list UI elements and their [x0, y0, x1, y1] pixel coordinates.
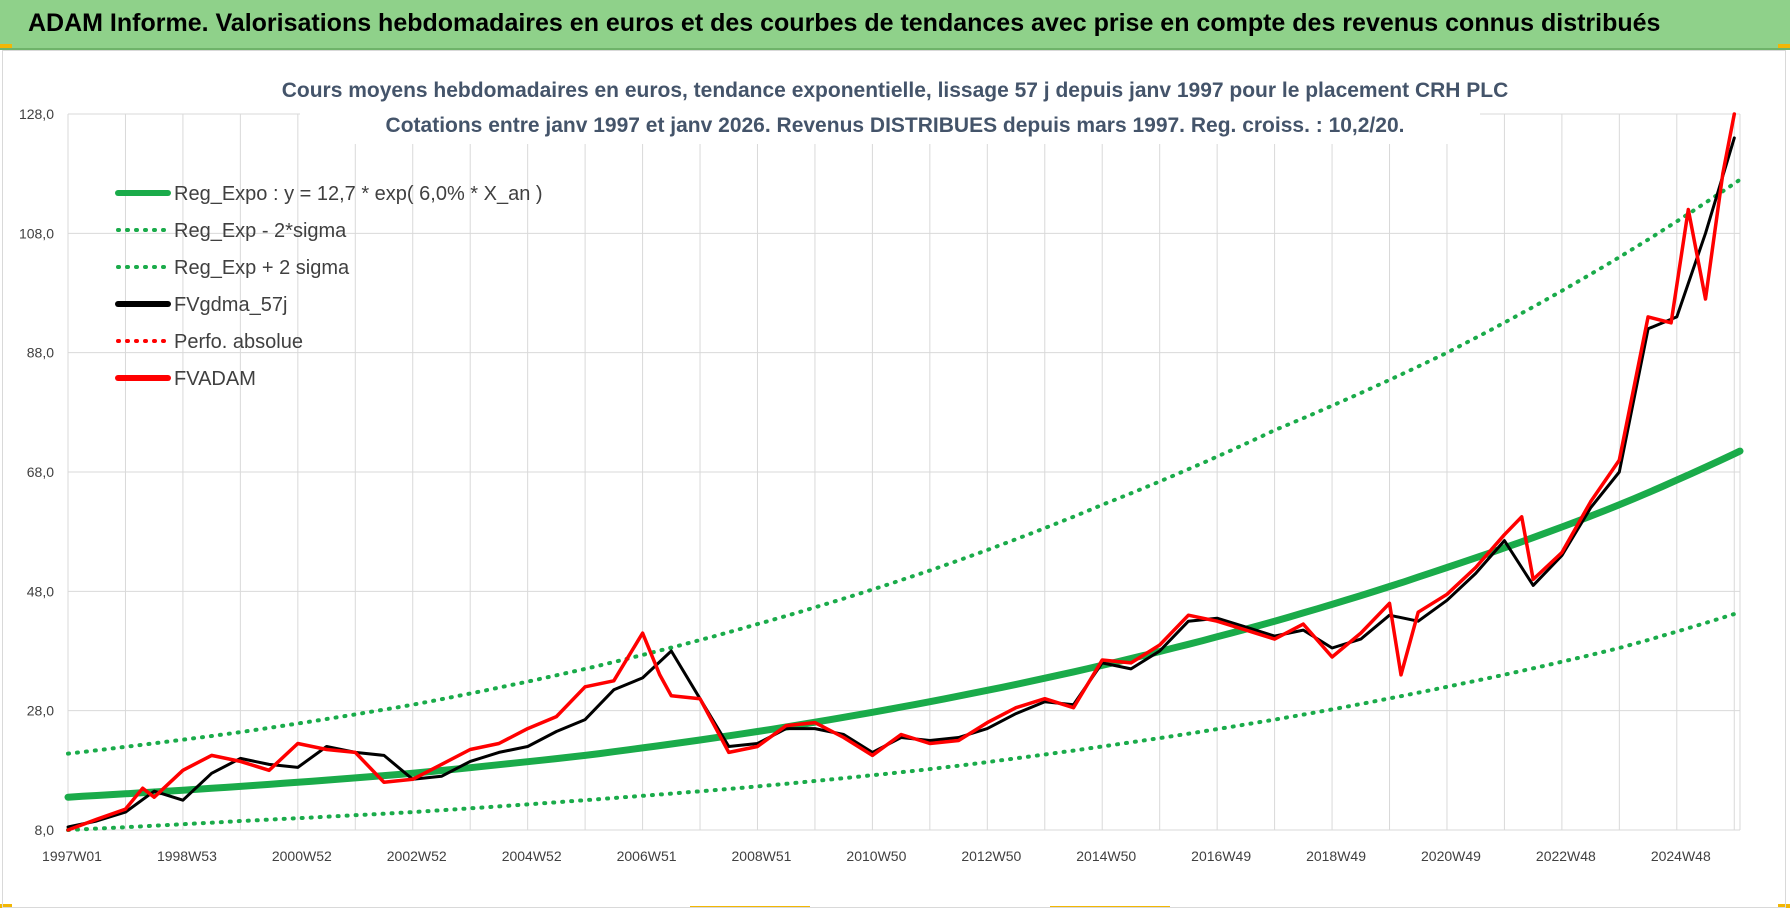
legend-label: Reg_Expo : y = 12,7 * exp( 6,0% * X_an ) — [174, 183, 543, 205]
x-tick-label: 2004W52 — [502, 848, 562, 864]
x-tick-label: 2000W52 — [272, 848, 332, 864]
series-line-dotted-green — [66, 177, 1742, 756]
x-tick-label: 2006W51 — [617, 848, 677, 864]
corner-marker-bottom-left — [0, 904, 12, 908]
y-tick-label: 48,0 — [27, 583, 54, 599]
x-tick-label: 2012W50 — [961, 848, 1021, 864]
title-background — [300, 70, 1480, 144]
y-tick-label: 128,0 — [19, 106, 54, 122]
corner-marker-right — [1778, 44, 1790, 48]
series-group — [64, 112, 1744, 832]
chart-title-group: Cours moyens hebdomadaires en euros, ten… — [282, 70, 1509, 144]
y-tick-label: 108,0 — [19, 225, 54, 241]
x-tick-label: 2016W49 — [1191, 848, 1251, 864]
y-tick-label: 28,0 — [27, 703, 54, 719]
series-line-dotted-green — [66, 610, 1742, 832]
series-line-solid-red — [66, 112, 1737, 832]
axis-ticks: 8,0 28,0 48,0 68,0 88,0 108,0 128,0 1997W01 1998… — [19, 106, 1711, 864]
page-title: ADAM Informe. Valorisations hebdomadaire… — [28, 9, 1661, 37]
x-tick-label: 2014W50 — [1076, 848, 1136, 864]
x-tick-label: 2008W51 — [732, 848, 792, 864]
x-tick-label: 2022W48 — [1536, 848, 1596, 864]
x-tick-label: 2024W48 — [1651, 848, 1711, 864]
x-tick-label: 2020W49 — [1421, 848, 1481, 864]
header-banner: ADAM Informe. Valorisations hebdomadaire… — [0, 0, 1790, 50]
legend-label: FVADAM — [174, 368, 256, 390]
legend-label: Reg_Exp + 2 sigma — [174, 257, 350, 279]
x-tick-label: 1998W53 — [157, 848, 217, 864]
series-line-solid-green — [64, 447, 1744, 801]
chart-subtitle: Cotations entre janv 1997 et janv 2026. … — [386, 114, 1405, 137]
x-tick-label: 2018W49 — [1306, 848, 1366, 864]
y-tick-label: 88,0 — [27, 345, 54, 361]
x-tick-label: 1997W01 — [42, 848, 102, 864]
y-tick-label: 68,0 — [27, 464, 54, 480]
legend-label: Perfo. absolue — [174, 331, 303, 353]
x-tick-label: 2002W52 — [387, 848, 447, 864]
x-tick-label: 2010W50 — [846, 848, 906, 864]
corner-marker-bottom-right — [1778, 904, 1790, 908]
legend: Reg_Expo : y = 12,7 * exp( 6,0% * X_an )… — [115, 183, 543, 390]
chart-frame — [2, 50, 1786, 908]
corner-marker-left — [0, 44, 12, 48]
chart-title: Cours moyens hebdomadaires en euros, ten… — [282, 79, 1509, 102]
legend-label: FVgdma_57j — [174, 294, 287, 316]
y-tick-label: 8,0 — [35, 822, 55, 838]
legend-label: Reg_Exp - 2*sigma — [174, 220, 347, 242]
